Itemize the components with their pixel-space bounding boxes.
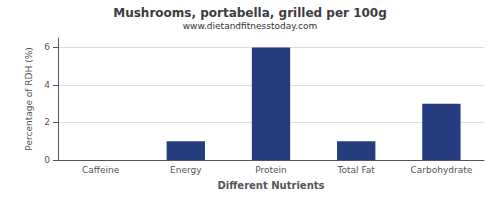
- svg-text:Caffeine: Caffeine: [82, 165, 120, 175]
- svg-text:Protein: Protein: [255, 165, 287, 175]
- svg-text:Carbohydrate: Carbohydrate: [411, 165, 473, 175]
- svg-text:Total Fat: Total Fat: [337, 165, 376, 175]
- svg-text:Percentage of RDH (%): Percentage of RDH (%): [24, 47, 34, 150]
- svg-text:www.dietandfitnesstoday.com: www.dietandfitnesstoday.com: [183, 21, 318, 31]
- svg-text:6: 6: [44, 42, 50, 52]
- svg-text:Energy: Energy: [170, 165, 202, 175]
- svg-text:0: 0: [44, 155, 50, 165]
- svg-text:4: 4: [44, 80, 50, 90]
- svg-text:2: 2: [44, 117, 50, 127]
- svg-text:Mushrooms, portabella, grilled: Mushrooms, portabella, grilled per 100g: [113, 6, 387, 20]
- svg-text:Different Nutrients: Different Nutrients: [218, 180, 325, 191]
